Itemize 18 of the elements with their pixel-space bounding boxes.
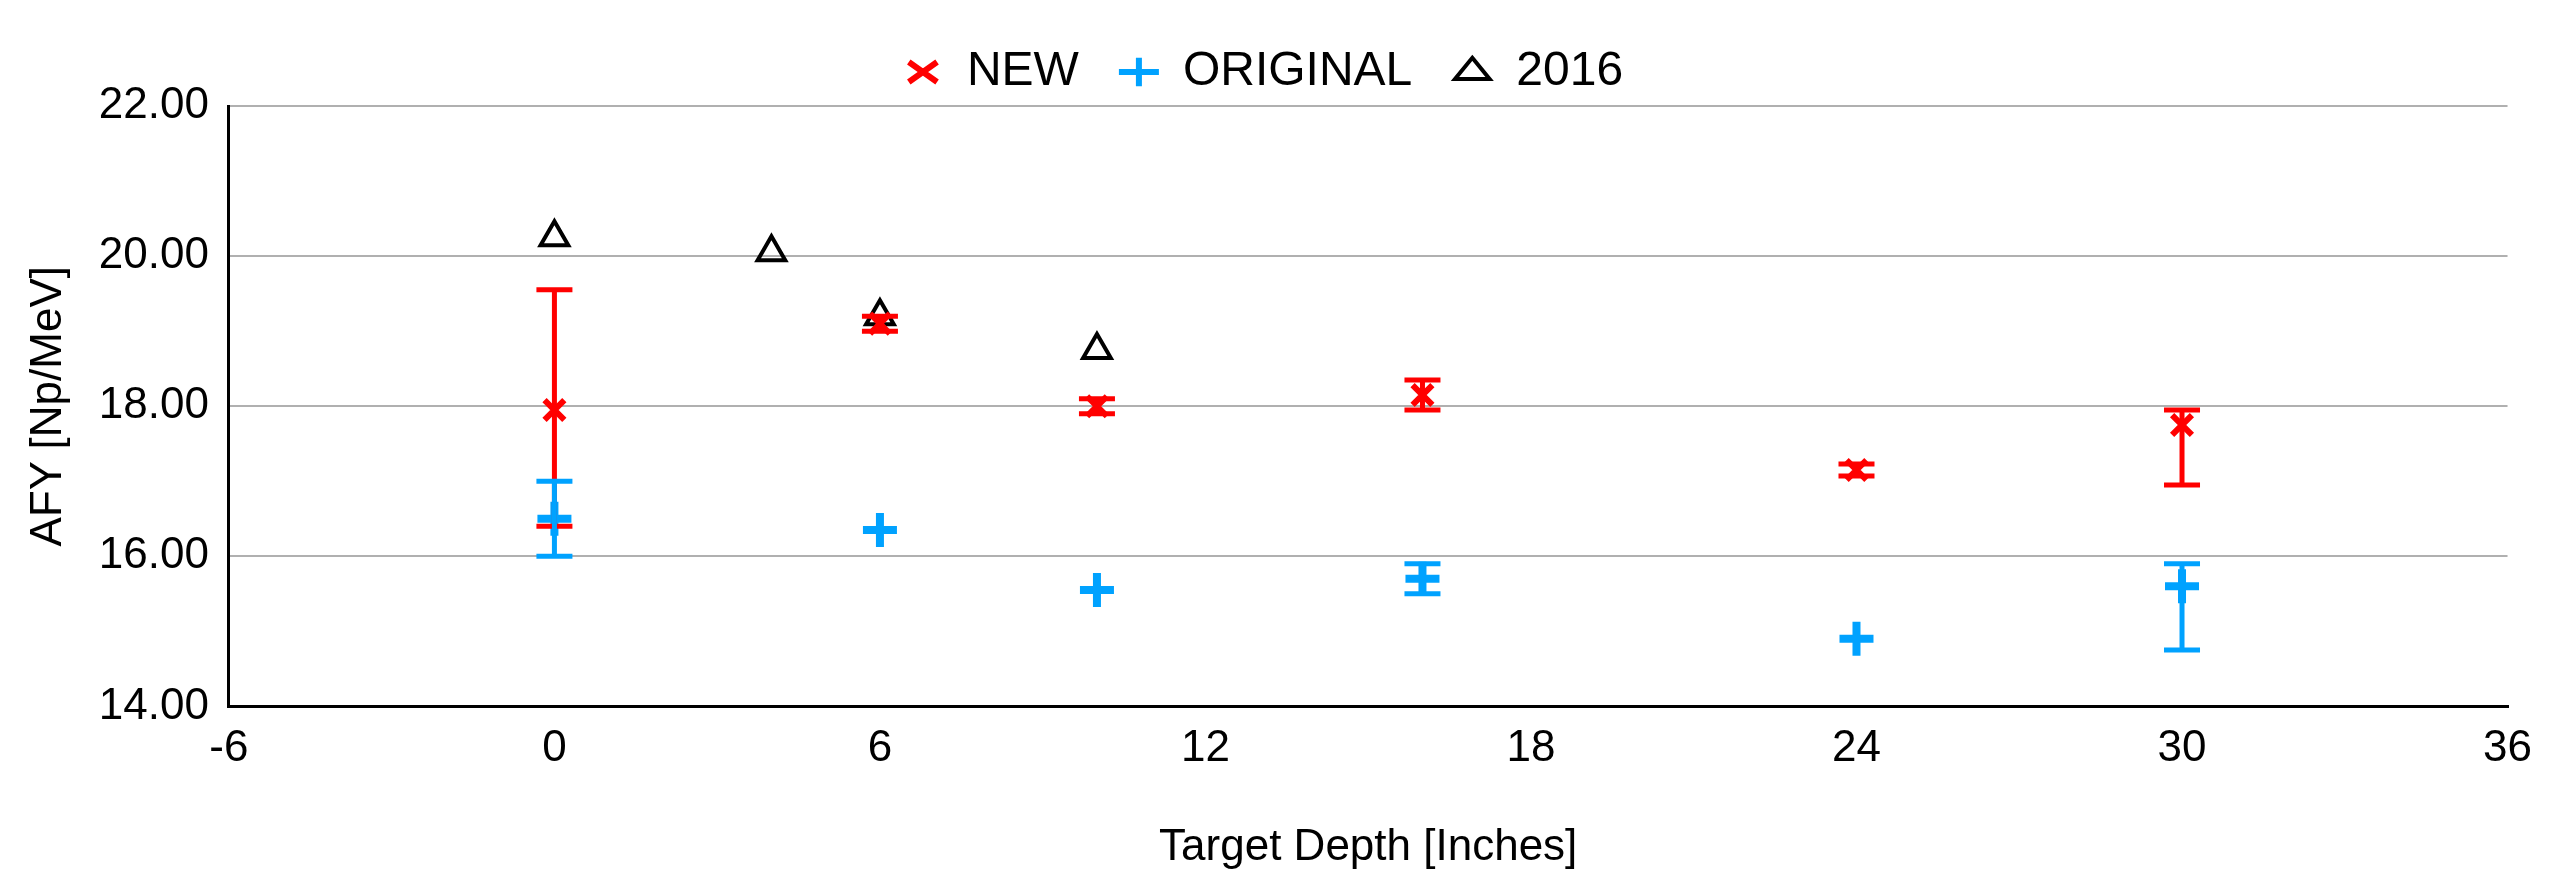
x-tick-label: 24	[1832, 720, 1881, 770]
y-axis-title: AFY [Np/MeV]	[20, 266, 70, 547]
x-tick-label: -6	[209, 720, 249, 770]
x-tick-label: 30	[2157, 720, 2207, 770]
y-tick-label: 18.00	[98, 378, 209, 428]
x-axis-title: Target Depth [Inches]	[1159, 819, 1578, 869]
x-tick-label: 6	[867, 720, 893, 770]
x-tick-label: 18	[1506, 720, 1556, 770]
y-tick-label: 14.00	[98, 678, 209, 728]
y-tick-label: 20.00	[98, 228, 209, 278]
legend-label: NEW	[966, 42, 1080, 96]
y-tick-label: 22.00	[98, 78, 209, 128]
x-tick-label: 0	[542, 720, 567, 770]
legend-label: ORIGINAL	[1182, 42, 1413, 96]
y-tick-label: 16.00	[98, 528, 209, 578]
legend-label: 2016	[1516, 42, 1624, 96]
x-tick-label: 12	[1180, 720, 1230, 770]
x-tick-label: 36	[2483, 720, 2533, 770]
